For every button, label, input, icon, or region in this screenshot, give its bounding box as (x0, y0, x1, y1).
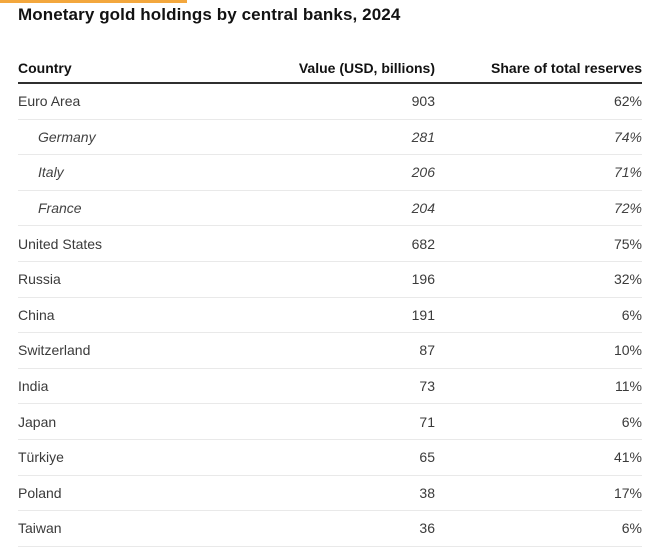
value-cell: 73 (419, 378, 435, 395)
country-cell: Poland (18, 484, 62, 501)
value-cell: 38 (419, 484, 435, 501)
page-title: Monetary gold holdings by central banks,… (18, 5, 401, 24)
share-cell: 17% (613, 484, 642, 501)
share-cell: 6% (621, 413, 642, 430)
value-cell: 71 (419, 413, 435, 430)
column-header-share: Share of total reserves (491, 59, 642, 76)
value-cell: 191 (411, 306, 435, 323)
share-cell: 72% (613, 200, 642, 217)
share-cell: 32% (613, 271, 642, 288)
value-cell: 682 (411, 235, 435, 252)
table-row: United States 682 75% (18, 226, 642, 262)
country-cell: India (18, 378, 49, 395)
column-header-country: Country (18, 59, 72, 76)
country-cell: Euro Area (18, 93, 81, 110)
share-cell: 62% (613, 93, 642, 110)
table-row: India 73 11% (18, 369, 642, 405)
value-cell: 65 (419, 449, 435, 466)
country-cell: Taiwan (18, 520, 62, 537)
gold-holdings-table: Country Value (USD, billions) Share of t… (18, 53, 642, 547)
value-cell: 196 (411, 271, 435, 288)
country-cell: Italy (38, 164, 64, 181)
country-cell: Switzerland (18, 342, 91, 359)
country-cell: Japan (18, 413, 57, 430)
value-cell: 36 (419, 520, 435, 537)
table-row: Euro Area 903 62% (18, 84, 642, 120)
share-cell: 11% (615, 378, 642, 395)
value-cell: 204 (411, 200, 435, 217)
country-cell: China (18, 306, 55, 323)
table-row: Türkiye 65 41% (18, 440, 642, 476)
value-cell: 281 (411, 128, 435, 145)
country-cell: Türkiye (18, 449, 64, 466)
value-cell: 87 (419, 342, 435, 359)
table-row: Japan 71 6% (18, 404, 642, 440)
share-cell: 10% (613, 342, 642, 359)
table-header-row: Country Value (USD, billions) Share of t… (18, 53, 642, 84)
share-cell: 6% (621, 520, 642, 537)
column-header-value: Value (USD, billions) (298, 59, 435, 76)
country-cell: United States (18, 235, 103, 252)
share-cell: 41% (613, 449, 642, 466)
table-row: Poland 38 17% (18, 476, 642, 512)
accent-bar (0, 0, 187, 3)
value-cell: 206 (411, 164, 435, 181)
value-cell: 903 (411, 93, 435, 110)
share-cell: 75% (613, 235, 642, 252)
table-row: Switzerland 87 10% (18, 333, 642, 369)
share-cell: 6% (621, 306, 642, 323)
table-row: Russia 196 32% (18, 262, 642, 298)
share-cell: 71% (613, 164, 642, 181)
share-cell: 74% (613, 128, 642, 145)
table-row: Taiwan 36 6% (18, 511, 642, 547)
table-row: China 191 6% (18, 298, 642, 334)
table-row: France 204 72% (18, 191, 642, 227)
country-cell: France (38, 200, 82, 217)
table-body: Euro Area 903 62% Germany 281 74% Italy 206 71% F… (18, 84, 642, 547)
country-cell: Russia (18, 271, 61, 288)
country-cell: Germany (38, 128, 96, 145)
table-row: Germany 281 74% (18, 120, 642, 156)
table-row: Italy 206 71% (18, 155, 642, 191)
